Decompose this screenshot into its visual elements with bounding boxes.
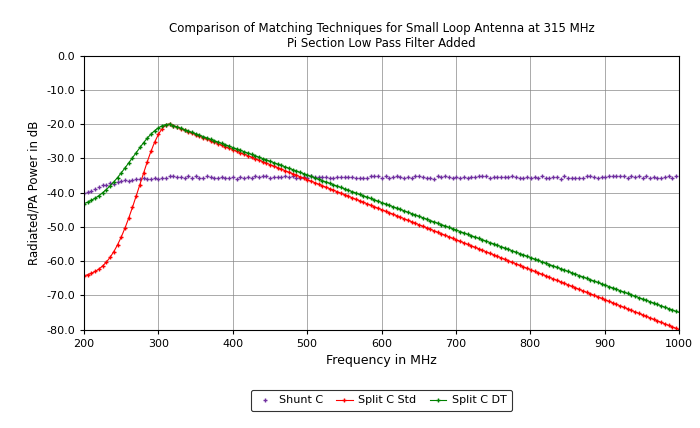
Title: Comparison of Matching Techniques for Small Loop Antenna at 315 MHz
Pi Section L: Comparison of Matching Techniques for Sm… — [169, 22, 594, 51]
Split C Std — [426, 227, 435, 232]
Split C DT — [675, 310, 683, 315]
Shunt C — [426, 173, 434, 178]
X-axis label: Frequency in MHz: Frequency in MHz — [326, 354, 437, 367]
Line: Split C DT: Split C DT — [83, 122, 680, 314]
Split C Std — [460, 240, 468, 245]
Split C DT — [442, 224, 450, 229]
Shunt C — [80, 190, 88, 196]
Split C Std — [675, 327, 683, 332]
Split C Std — [116, 236, 125, 241]
Split C DT — [593, 279, 601, 285]
Shunt C — [532, 175, 540, 180]
Split C DT — [426, 218, 435, 223]
Shunt C — [116, 180, 125, 185]
Y-axis label: Radiated/PA Power in dB: Radiated/PA Power in dB — [28, 120, 41, 265]
Shunt C — [441, 173, 449, 178]
Line: Split C Std: Split C Std — [83, 122, 680, 331]
Split C Std — [80, 273, 88, 278]
Split C DT — [80, 201, 88, 206]
Shunt C — [675, 173, 683, 178]
Split C Std — [164, 122, 173, 127]
Split C Std — [532, 269, 540, 274]
Split C Std — [442, 233, 450, 238]
Split C DT — [532, 257, 540, 262]
Split C Std — [593, 294, 601, 299]
Split C DT — [164, 122, 173, 127]
Shunt C — [593, 175, 601, 181]
Split C DT — [116, 171, 125, 176]
Legend: Shunt C, Split C Std, Split C DT: Shunt C, Split C Std, Split C DT — [251, 390, 512, 411]
Split C DT — [460, 230, 468, 235]
Line: Shunt C: Shunt C — [83, 174, 680, 195]
Shunt C — [458, 174, 467, 179]
Shunt C — [475, 173, 484, 178]
